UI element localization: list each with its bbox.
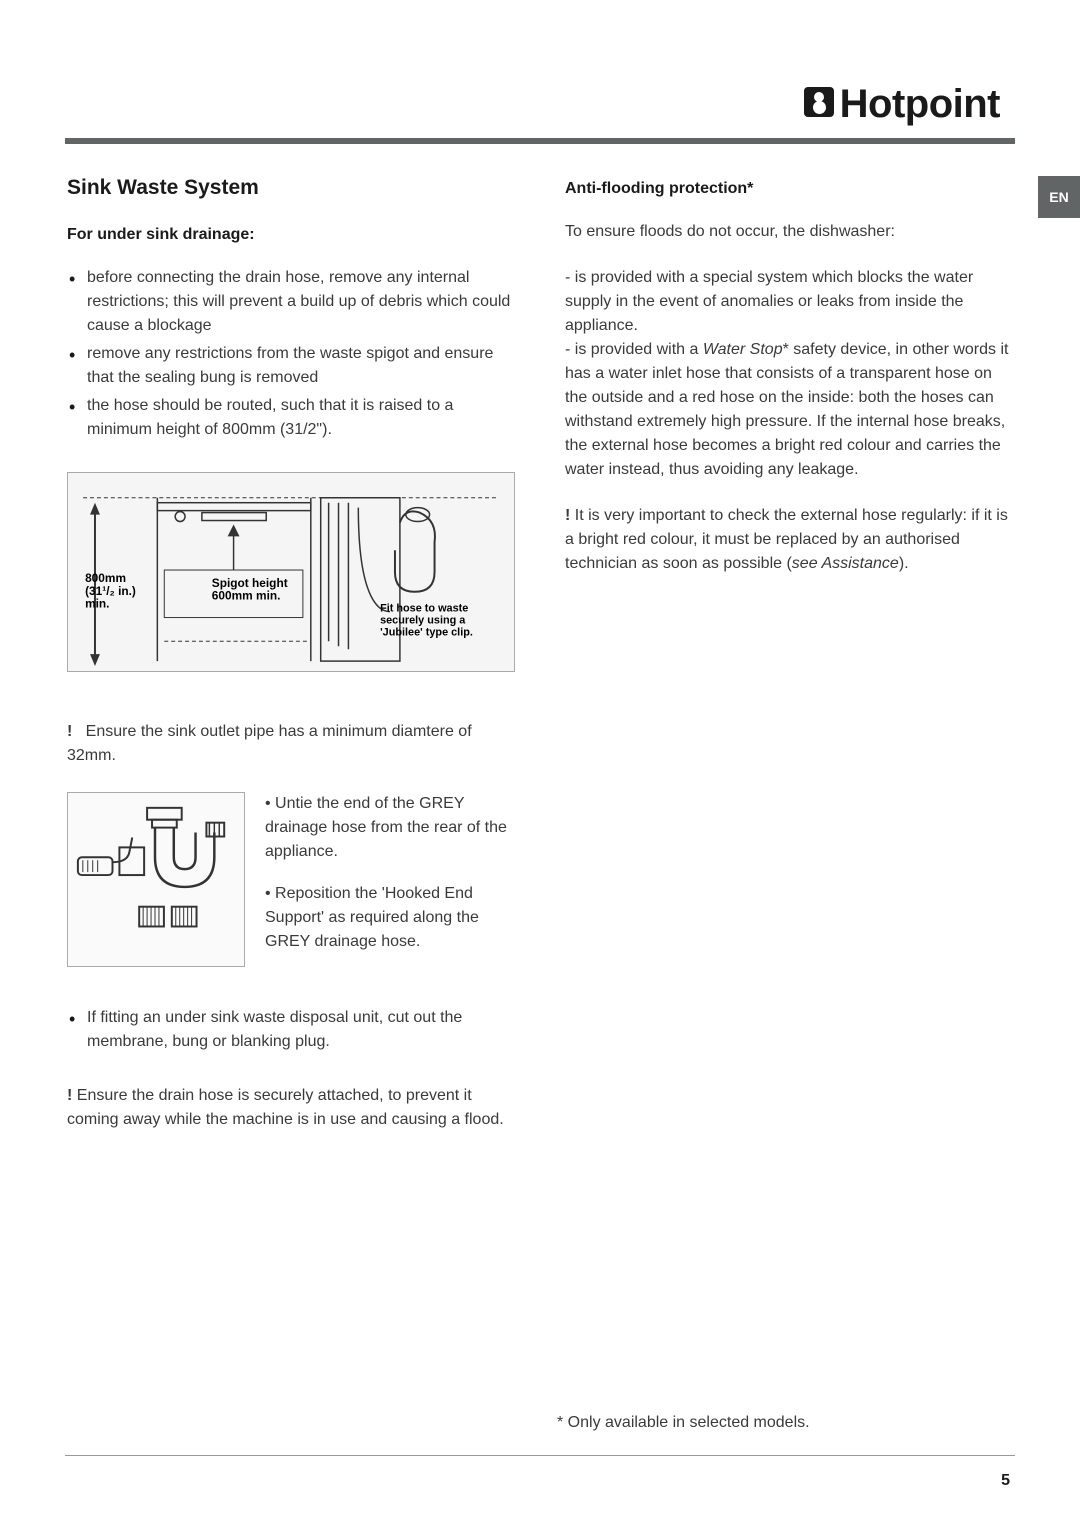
diagram-label: 600mm min.: [212, 589, 281, 603]
list-item: before connecting the drain hose, remove…: [67, 266, 515, 338]
text-span: - is provided with a: [565, 341, 703, 358]
section-heading: Sink Waste System: [67, 176, 515, 200]
diagram-label: securely using a: [380, 614, 466, 626]
sink-diagram: 800mm (31¹/₂ in.) min. Spigot height 600…: [67, 472, 515, 672]
warning-paragraph: ! Ensure the drain hose is securely atta…: [67, 1084, 515, 1132]
warning-text: Ensure the sink outlet pipe has a minimu…: [67, 723, 472, 764]
subsection-heading: For under sink drainage:: [67, 226, 515, 244]
paragraph: - is provided with a special system whic…: [565, 266, 1013, 338]
side-text: • Untie the end of the GREY drainage hos…: [265, 792, 515, 972]
bullet-list: If fitting an under sink waste disposal …: [67, 1006, 515, 1054]
italic-text: Water Stop: [703, 341, 783, 358]
content-area: Sink Waste System For under sink drainag…: [67, 176, 1013, 1156]
text-span: * safety device, in other words it has a…: [565, 341, 1008, 478]
diagram-label: 'Jubilee' type clip.: [380, 626, 473, 638]
page-number: 5: [1001, 1472, 1010, 1490]
brand-text: Hotpoint: [840, 82, 1000, 126]
sink-diagram-svg: 800mm (31¹/₂ in.) min. Spigot height 600…: [68, 473, 514, 671]
list-item: If fitting an under sink waste disposal …: [67, 1006, 515, 1054]
trap-diagram: [67, 792, 245, 967]
warning-icon: !: [67, 723, 72, 740]
warning-text: It is very important to check the extern…: [565, 507, 1008, 572]
trap-diagram-svg: [68, 793, 244, 966]
left-column: Sink Waste System For under sink drainag…: [67, 176, 515, 1156]
side-paragraph: • Reposition the 'Hooked End Support' as…: [265, 882, 515, 954]
header-divider: [65, 138, 1015, 144]
list-item: the hose should be routed, such that it …: [67, 394, 515, 442]
diagram-label: min.: [85, 597, 109, 611]
language-tag: EN: [1038, 176, 1080, 218]
warning-icon: !: [67, 1087, 72, 1104]
italic-text: see Assistance: [792, 555, 899, 572]
diagram-label: Fit hose to waste: [380, 603, 468, 615]
warning-paragraph: ! It is very important to check the exte…: [565, 504, 1013, 576]
right-column: Anti-flooding protection* To ensure floo…: [565, 176, 1013, 1156]
footer-line: [65, 1455, 1015, 1456]
paragraph: To ensure floods do not occur, the dishw…: [565, 220, 1013, 244]
diagram-text-row: • Untie the end of the GREY drainage hos…: [67, 792, 515, 972]
side-paragraph: • Untie the end of the GREY drainage hos…: [265, 792, 515, 864]
warning-paragraph: ! Ensure the sink outlet pipe has a mini…: [67, 720, 515, 768]
text-span: ).: [899, 555, 909, 572]
warning-text: Ensure the drain hose is securely attach…: [67, 1087, 504, 1128]
warning-icon: !: [565, 507, 570, 524]
subsection-heading: Anti-flooding protection*: [565, 180, 1013, 198]
brand-icon: [804, 87, 834, 117]
paragraph: - is provided with a Water Stop* safety …: [565, 338, 1013, 482]
brand-logo: Hotpoint: [804, 82, 1000, 127]
bullet-list: before connecting the drain hose, remove…: [67, 266, 515, 442]
footnote: * Only available in selected models.: [557, 1414, 810, 1432]
list-item: remove any restrictions from the waste s…: [67, 342, 515, 390]
